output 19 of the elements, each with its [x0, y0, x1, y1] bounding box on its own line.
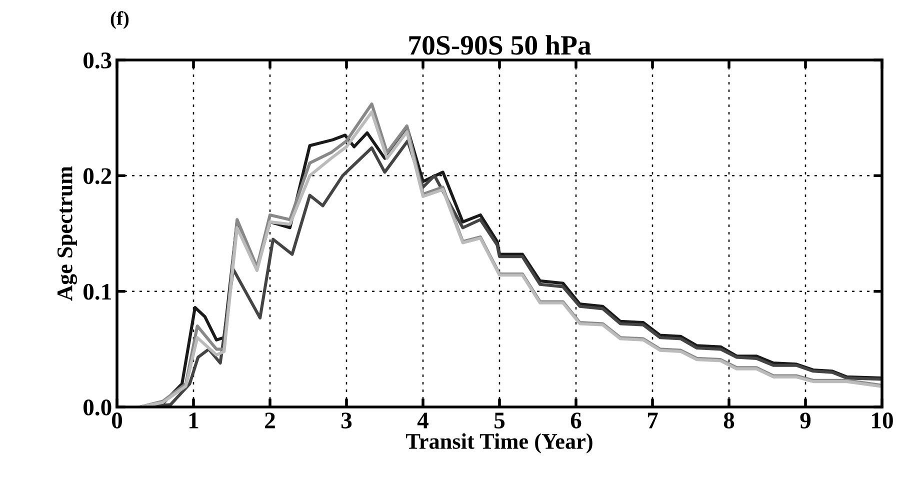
x-tick-label: 0 — [112, 412, 122, 428]
y-tick-label: 0.3 — [84, 52, 112, 69]
x-axis-title: Transit Time (Year) — [406, 433, 592, 454]
x-tick-label: 5 — [494, 412, 505, 428]
x-tick-label: 7 — [648, 412, 658, 428]
x-tick-label: 2 — [265, 412, 275, 428]
x-tick-label: 3 — [341, 412, 352, 428]
chart-title: 70S-90S 50 hPa — [409, 35, 591, 55]
y-tick-label: 0.1 — [84, 284, 111, 300]
x-tick-label: 1 — [189, 412, 198, 428]
x-tick-label: 10 — [872, 412, 893, 428]
text: (f) — [110, 11, 129, 29]
y-tick-label: 0.2 — [84, 168, 112, 184]
x-tick-label: 6 — [570, 412, 582, 428]
y-axis-title: Age Spectrum — [57, 166, 78, 301]
x-tick-label: 8 — [724, 412, 734, 428]
x-tick-label: 9 — [800, 412, 811, 428]
y-tick-label: 0.0 — [84, 399, 112, 416]
x-tick-label: 4 — [417, 412, 428, 428]
